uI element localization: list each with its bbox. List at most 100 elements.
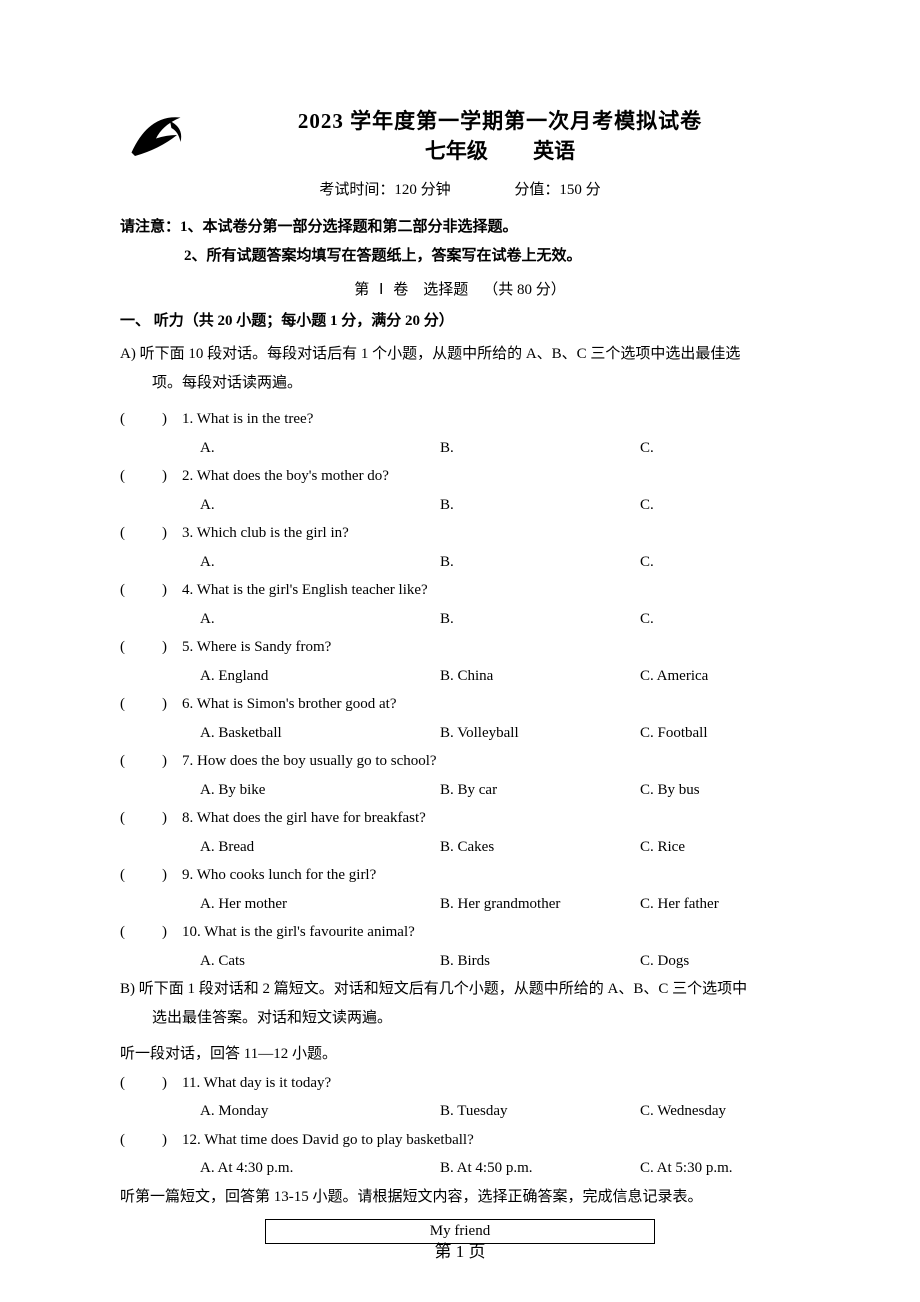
paren-open: (	[120, 519, 134, 548]
options-row: A. BreadB. CakesC. Rice	[120, 833, 800, 862]
listen-dialog-line: 听一段对话，回答 11—12 小题。	[120, 1040, 800, 1069]
option-b: B. Her grandmother	[440, 890, 640, 919]
paren-close: )	[134, 747, 182, 776]
option-c: C. Wednesday	[640, 1097, 800, 1126]
option-c: C.	[640, 434, 800, 463]
question-row: ()5. Where is Sandy from?	[120, 633, 800, 662]
exam-score: 分值：150 分	[514, 178, 600, 199]
option-a: A. Bread	[200, 833, 440, 862]
paren-open: (	[120, 462, 134, 491]
option-c: C. At 5:30 p.m.	[640, 1154, 800, 1183]
question-row: ()1. What is in the tree?	[120, 405, 800, 434]
option-b: B.	[440, 548, 640, 577]
question-item: ()5. Where is Sandy from?A. EnglandB. Ch…	[120, 633, 800, 690]
exam-info: 考试时间：120 分钟 分值：150 分	[120, 178, 800, 199]
options-row: A. CatsB. BirdsC. Dogs	[120, 947, 800, 976]
question-row: ()3. Which club is the girl in?	[120, 519, 800, 548]
paren-close: )	[134, 804, 182, 833]
question-text: 10. What is the girl's favourite animal?	[182, 918, 800, 947]
options-row: A. BasketballB. VolleyballC. Football	[120, 719, 800, 748]
notice-line2: 2、所有试题答案均填写在答题纸上，答案写在试卷上无效。	[120, 242, 800, 271]
questions-block-a: ()1. What is in the tree?A.B.C.()2. What…	[120, 405, 800, 975]
option-b: B. Cakes	[440, 833, 640, 862]
options-row: A. EnglandB. ChinaC. America	[120, 662, 800, 691]
option-a: A.	[200, 548, 440, 577]
paren-close: )	[134, 918, 182, 947]
exam-time: 考试时间：120 分钟	[319, 178, 450, 199]
paren-close: )	[134, 1126, 182, 1155]
question-text: 8. What does the girl have for breakfast…	[182, 804, 800, 833]
options-row: A.B.C.	[120, 548, 800, 577]
options-row: A. Her motherB. Her grandmotherC. Her fa…	[120, 890, 800, 919]
paren-close: )	[134, 519, 182, 548]
option-c: C. Her father	[640, 890, 800, 919]
option-b: B. At 4:50 p.m.	[440, 1154, 640, 1183]
question-text: 11. What day is it today?	[182, 1069, 800, 1098]
option-a: A. Cats	[200, 947, 440, 976]
question-text: 3. Which club is the girl in?	[182, 519, 800, 548]
paren-open: (	[120, 1126, 134, 1155]
title-block: 2023 学年度第一学期第一次月考模拟试卷 七年级 英语	[200, 105, 800, 165]
listen-passage-line: 听第一篇短文，回答第 13-15 小题。请根据短文内容，选择正确答案，完成信息记…	[120, 1183, 800, 1212]
question-row: ()12. What time does David go to play ba…	[120, 1126, 800, 1155]
question-text: 2. What does the boy's mother do?	[182, 462, 800, 491]
option-b: B.	[440, 434, 640, 463]
option-a: A. By bike	[200, 776, 440, 805]
option-c: C. By bus	[640, 776, 800, 805]
question-row: ()10. What is the girl's favourite anima…	[120, 918, 800, 947]
option-b: B.	[440, 605, 640, 634]
option-a: A.	[200, 434, 440, 463]
paren-open: (	[120, 690, 134, 719]
notice-block: 请注意：1、本试卷分第一部分选择题和第二部分非选择题。 2、所有试题答案均填写在…	[120, 213, 800, 270]
question-text: 9. Who cooks lunch for the girl?	[182, 861, 800, 890]
question-item: ()11. What day is it today?A. MondayB. T…	[120, 1069, 800, 1126]
option-c: C. Dogs	[640, 947, 800, 976]
title-line2: 七年级 英语	[200, 135, 800, 165]
question-item: ()9. Who cooks lunch for the girl?A. Her…	[120, 861, 800, 918]
title-line1: 2023 学年度第一学期第一次月考模拟试卷	[200, 105, 800, 135]
question-item: ()4. What is the girl's English teacher …	[120, 576, 800, 633]
option-c: C. Rice	[640, 833, 800, 862]
grade-label: 七年级	[425, 139, 488, 163]
option-a: A.	[200, 605, 440, 634]
question-row: ()8. What does the girl have for breakfa…	[120, 804, 800, 833]
options-row: A.B.C.	[120, 605, 800, 634]
option-a: A.	[200, 491, 440, 520]
question-row: ()7. How does the boy usually go to scho…	[120, 747, 800, 776]
part-header: 第 Ⅰ 卷 选择题 （共 80 分）	[120, 278, 800, 299]
option-b: B. By car	[440, 776, 640, 805]
option-b: B. Birds	[440, 947, 640, 976]
paren-open: (	[120, 633, 134, 662]
paren-close: )	[134, 576, 182, 605]
sub-instruction-b: B) 听下面 1 段对话和 2 篇短文。对话和短文后有几个小题，从题中所给的 A…	[120, 975, 800, 1032]
section1-header: 一、 听力（共 20 小题；每小题 1 分，满分 20 分）	[120, 309, 800, 330]
option-b: B. Volleyball	[440, 719, 640, 748]
option-a: A. At 4:30 p.m.	[200, 1154, 440, 1183]
question-item: ()7. How does the boy usually go to scho…	[120, 747, 800, 804]
options-row: A.B.C.	[120, 491, 800, 520]
question-item: ()6. What is Simon's brother good at?A. …	[120, 690, 800, 747]
question-text: 5. Where is Sandy from?	[182, 633, 800, 662]
page-footer: 第 1 页	[0, 1237, 920, 1262]
options-row: A. At 4:30 p.m.B. At 4:50 p.m.C. At 5:30…	[120, 1154, 800, 1183]
option-a: A. Her mother	[200, 890, 440, 919]
paren-open: (	[120, 804, 134, 833]
option-c: C.	[640, 548, 800, 577]
question-row: ()9. Who cooks lunch for the girl?	[120, 861, 800, 890]
question-text: 12. What time does David go to play bask…	[182, 1126, 800, 1155]
question-item: ()12. What time does David go to play ba…	[120, 1126, 800, 1183]
option-b: B.	[440, 491, 640, 520]
questions-block-b: ()11. What day is it today?A. MondayB. T…	[120, 1069, 800, 1183]
options-row: A. MondayB. TuesdayC. Wednesday	[120, 1097, 800, 1126]
question-item: ()8. What does the girl have for breakfa…	[120, 804, 800, 861]
option-b: B. China	[440, 662, 640, 691]
subject-label: 英语	[533, 139, 575, 163]
paren-open: (	[120, 576, 134, 605]
paren-open: (	[120, 1069, 134, 1098]
option-c: C.	[640, 605, 800, 634]
question-row: ()11. What day is it today?	[120, 1069, 800, 1098]
notice-line1: 请注意：1、本试卷分第一部分选择题和第二部分非选择题。	[120, 213, 800, 242]
paren-close: )	[134, 861, 182, 890]
option-a: A. England	[200, 662, 440, 691]
question-item: ()2. What does the boy's mother do?A.B.C…	[120, 462, 800, 519]
